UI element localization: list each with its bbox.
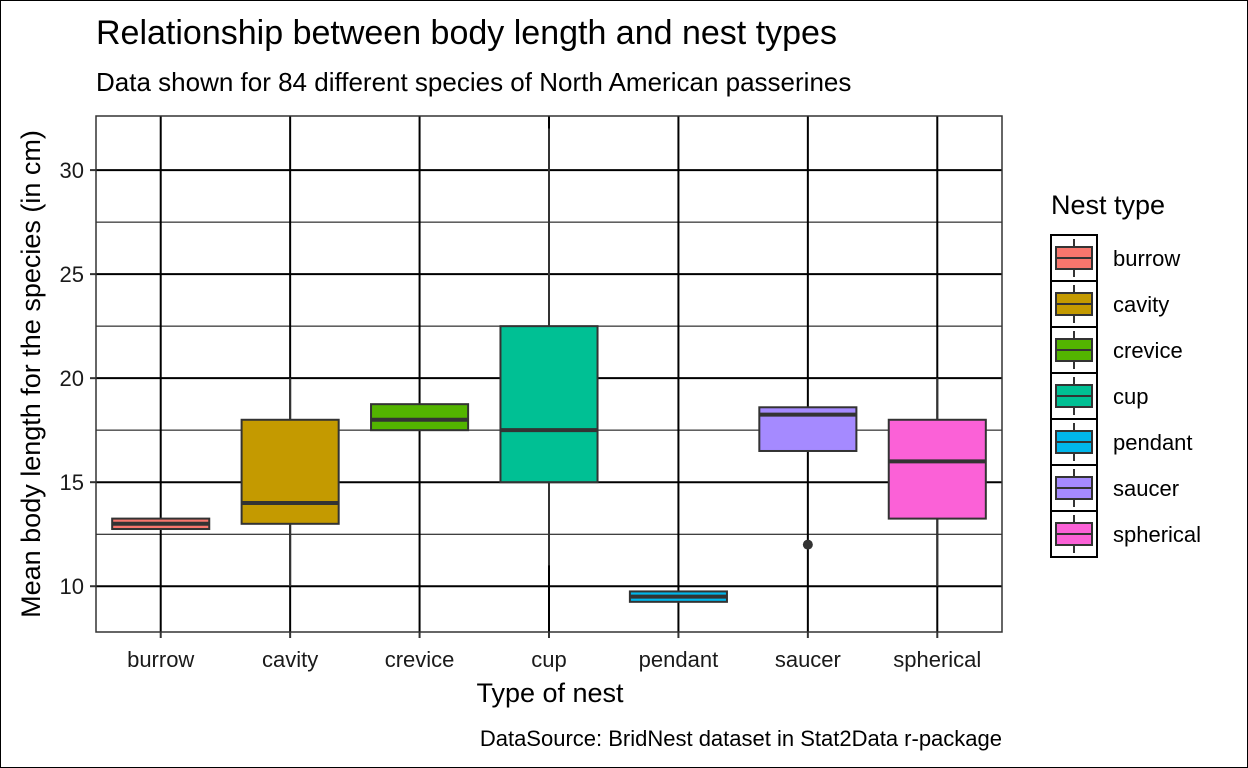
x-tick-label: pendant: [639, 647, 719, 672]
panel-border: [95, 115, 1003, 633]
legend-label: burrow: [1113, 246, 1180, 271]
legend-item-saucer: saucer: [1050, 464, 1179, 512]
x-tick-label: crevice: [385, 647, 455, 672]
plot-panel: 10 15 20 25 30 burrow cavity crevice cup pendant s…: [60, 115, 1003, 672]
legend-item-cavity: cavity: [1050, 280, 1169, 328]
legend-title: Nest type: [1051, 190, 1165, 220]
box-pendant: [628, 590, 728, 603]
legend-label: cup: [1113, 384, 1148, 409]
caption: DataSource: BridNest dataset in Stat2Dat…: [480, 726, 1002, 751]
chart-subtitle: Data shown for 84 different species of N…: [96, 67, 851, 97]
legend: Nest type burrow cavity crevice cup pendant s…: [1050, 190, 1201, 558]
x-tick-label: cavity: [262, 647, 318, 672]
y-tick-label: 15: [60, 470, 84, 495]
legend-label: pendant: [1113, 430, 1193, 455]
box-body: [499, 325, 599, 484]
y-tick-label: 10: [60, 574, 84, 599]
box-body: [887, 418, 987, 520]
box-body: [240, 418, 340, 525]
legend-item-spherical: spherical: [1050, 510, 1201, 558]
legend-item-burrow: burrow: [1050, 234, 1180, 282]
legend-label: cavity: [1113, 292, 1169, 317]
box-crevice: [370, 403, 470, 432]
legend-label: spherical: [1113, 522, 1201, 547]
box-burrow: [111, 517, 211, 531]
legend-label: saucer: [1113, 476, 1179, 501]
x-tick-label: burrow: [127, 647, 194, 672]
legend-item-pendant: pendant: [1050, 418, 1193, 466]
box-cup: [499, 128, 599, 566]
box-body: [370, 403, 470, 432]
x-tick-label: cup: [531, 647, 566, 672]
y-axis-title: Mean body length for the species (in cm): [16, 130, 46, 618]
chart-title: Relationship between body length and nes…: [96, 14, 837, 52]
legend-item-crevice: crevice: [1050, 326, 1183, 374]
box-spherical: [887, 378, 987, 587]
y-tick-label: 20: [60, 366, 84, 391]
box-cavity: [240, 378, 340, 587]
box-saucer: [758, 406, 858, 550]
y-tick-label: 25: [60, 262, 84, 287]
legend-item-cup: cup: [1050, 372, 1148, 420]
x-axis-title: Type of nest: [476, 678, 624, 708]
y-tick-label: 30: [60, 158, 84, 183]
x-tick-label: spherical: [893, 647, 981, 672]
outlier-point: [802, 539, 813, 550]
legend-label: crevice: [1113, 338, 1183, 363]
x-tick-label: saucer: [775, 647, 841, 672]
